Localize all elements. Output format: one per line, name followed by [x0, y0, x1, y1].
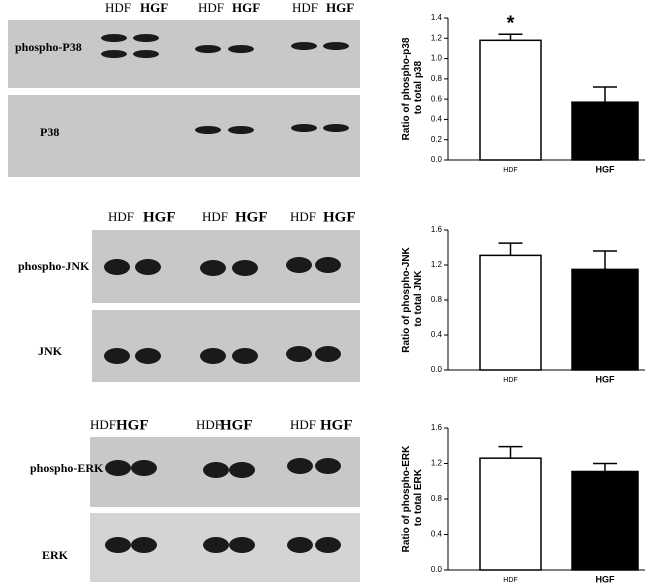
blot-image: [8, 95, 360, 177]
y-tick-label: 1.4: [431, 13, 443, 22]
blot-band: [228, 45, 254, 53]
lane-label: HDF: [198, 0, 224, 15]
lane-label: HDF: [290, 209, 316, 224]
blot-band: [200, 348, 226, 364]
blot-band: [315, 257, 341, 273]
bar: [571, 470, 639, 571]
lane-label: HGF: [235, 209, 268, 225]
lane-label: HGF: [116, 417, 149, 433]
y-tick-label: 1.0: [431, 54, 443, 63]
blot-band: [291, 124, 317, 132]
blot-band: [135, 259, 161, 275]
blot-band: [229, 537, 255, 553]
blot-band: [315, 346, 341, 362]
lane-label: HDF: [290, 417, 316, 432]
y-tick-label: 1.2: [431, 33, 443, 42]
y-tick-label: 0.0: [431, 565, 443, 574]
y-axis-label: Ratio of phospho-p38 to total p38: [401, 37, 424, 140]
annotation: *: [507, 13, 515, 35]
lane-label: HDF: [108, 209, 134, 224]
lane-label: HGF: [232, 0, 260, 15]
x-tick-label: HGF: [596, 374, 616, 384]
y-tick-label: 0.8: [431, 494, 443, 503]
blot-image: [92, 310, 360, 382]
y-tick-label: 1.2: [431, 260, 443, 269]
y-tick-label: 0.6: [431, 94, 443, 103]
blot-band: [286, 257, 312, 273]
blot-band: [133, 50, 159, 58]
lane-label: HGF: [220, 417, 253, 433]
bar: [479, 254, 542, 371]
blot-band: [291, 42, 317, 50]
blot-band: [101, 34, 127, 42]
lane-label: HGF: [143, 209, 176, 225]
blot-band: [195, 126, 221, 134]
blot-band: [315, 537, 341, 553]
blot-image: [8, 20, 360, 88]
bar: [571, 268, 639, 371]
y-tick-label: 0.0: [431, 155, 443, 164]
blot-band: [105, 460, 131, 476]
x-tick-label: HDF: [503, 167, 517, 174]
row-label: phospho-P38: [15, 40, 82, 54]
bar: [571, 101, 639, 161]
blot-band: [232, 260, 258, 276]
y-tick-label: 0.4: [431, 115, 443, 124]
y-tick-label: 0.4: [431, 530, 443, 539]
bar: [479, 457, 542, 571]
lane-label: HGF: [323, 209, 356, 225]
blot-band: [232, 348, 258, 364]
blot-band: [323, 42, 349, 50]
blot-band: [133, 34, 159, 42]
y-tick-label: 1.2: [431, 459, 443, 468]
y-tick-label: 0.8: [431, 295, 443, 304]
blot-band: [203, 462, 229, 478]
lane-label: HGF: [326, 0, 354, 15]
x-tick-label: HDF: [503, 377, 517, 384]
y-tick-label: 0.0: [431, 365, 443, 374]
row-label: phospho-JNK: [18, 259, 90, 273]
y-axis-label: Ratio of phospho-JNK to total JNK: [401, 246, 424, 352]
row-label: JNK: [38, 344, 63, 358]
y-tick-label: 1.6: [431, 225, 443, 234]
blot-band: [131, 537, 157, 553]
x-tick-label: HGF: [596, 574, 616, 584]
blot-band: [287, 537, 313, 553]
blot-band: [203, 537, 229, 553]
bar: [479, 39, 542, 161]
lane-label: HDF: [292, 0, 318, 15]
blot-band: [200, 260, 226, 276]
blot-band: [104, 348, 130, 364]
row-label: P38: [40, 125, 59, 139]
lane-label: HGF: [140, 0, 168, 15]
lane-label: HDF: [196, 417, 222, 432]
y-tick-label: 0.4: [431, 330, 443, 339]
y-tick-label: 0.2: [431, 135, 443, 144]
lane-label: HDF: [105, 0, 131, 15]
x-tick-label: HGF: [596, 164, 616, 174]
y-tick-label: 0.8: [431, 74, 443, 83]
blot-band: [229, 462, 255, 478]
row-label: phospho-ERK: [30, 461, 104, 475]
blot-band: [287, 458, 313, 474]
lane-label: HGF: [320, 417, 353, 433]
lane-label: HDF: [202, 209, 228, 224]
y-axis-label: Ratio of phospho-ERK to total ERK: [401, 445, 424, 552]
blot-band: [101, 50, 127, 58]
blot-band: [323, 124, 349, 132]
y-tick-label: 1.6: [431, 423, 443, 432]
blot-band: [228, 126, 254, 134]
x-tick-label: HDF: [503, 577, 517, 584]
blot-band: [315, 458, 341, 474]
lane-label: HDF: [90, 417, 116, 432]
blot-band: [286, 346, 312, 362]
blot-band: [131, 460, 157, 476]
blot-band: [105, 537, 131, 553]
row-label: ERK: [42, 548, 69, 562]
blot-band: [195, 45, 221, 53]
blot-band: [135, 348, 161, 364]
blot-band: [104, 259, 130, 275]
